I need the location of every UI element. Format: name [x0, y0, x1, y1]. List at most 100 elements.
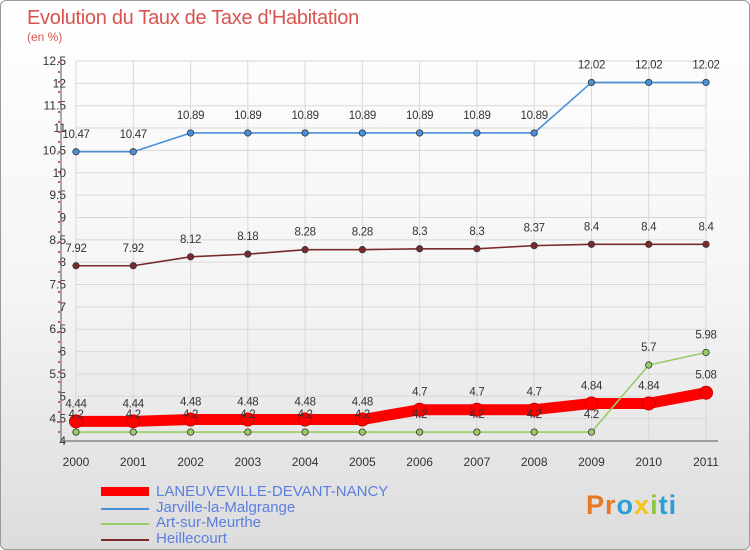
data-label: 4.7: [527, 387, 542, 399]
data-label: 4.48: [352, 397, 373, 409]
data-point: [469, 402, 484, 417]
series-line: [76, 387, 708, 427]
data-label: 10.47: [62, 129, 89, 141]
data-label: 10.89: [234, 110, 261, 122]
x-tick-label: 2008: [521, 455, 548, 469]
x-tick-label: 2007: [464, 455, 491, 469]
data-point: [244, 428, 252, 436]
data-label: 4.48: [294, 397, 315, 409]
legend-swatch-laneuveville: [101, 487, 149, 496]
data-label: 4.44: [123, 398, 145, 410]
series-line: [76, 351, 707, 433]
x-tick-label: 2010: [635, 455, 662, 469]
data-point: [301, 428, 309, 436]
data-point: [412, 402, 427, 417]
data-point: [530, 129, 538, 137]
data-label: 4.2: [469, 409, 484, 421]
data-label: 4.2: [412, 409, 427, 421]
data-label: 4.2: [126, 409, 141, 421]
y-tick-label: 10.5: [43, 143, 67, 157]
data-label: 7.92: [65, 243, 86, 255]
logo-letter: P: [586, 490, 606, 520]
data-label: 8.4: [584, 221, 600, 233]
data-point: [358, 246, 366, 254]
data-point: [645, 240, 653, 248]
data-point: [244, 250, 252, 258]
data-label: 12.02: [578, 59, 605, 71]
data-label: 10.47: [120, 129, 147, 141]
x-tick-label: 2006: [406, 455, 433, 469]
data-point: [416, 428, 424, 436]
data-point: [416, 245, 424, 253]
data-label: 4.2: [355, 409, 370, 421]
data-point: [645, 361, 653, 369]
data-point: [186, 428, 195, 436]
data-point: [416, 129, 424, 137]
data-label: 4.44: [65, 398, 87, 410]
data-point: [240, 412, 255, 427]
data-point: [129, 428, 137, 436]
data-label: 4.7: [412, 387, 427, 399]
data-label: 8.37: [524, 223, 545, 235]
data-point: [641, 396, 656, 411]
y-tick-label: 11.5: [44, 99, 67, 113]
data-label: 10.89: [291, 110, 318, 122]
legend-swatch-heillecourt: [101, 538, 149, 541]
x-tick-label: 2001: [120, 455, 147, 469]
logo-letter: r: [605, 490, 617, 520]
data-label: 5.98: [695, 329, 716, 341]
data-point: [473, 245, 481, 253]
data-label: 4.2: [298, 409, 313, 421]
data-label: 4.2: [183, 409, 198, 421]
data-label: 4.48: [237, 397, 258, 409]
data-label: 4.7: [469, 387, 484, 399]
data-label: 4.84: [581, 380, 603, 392]
y-tick-label: 12: [53, 76, 67, 90]
data-point: [72, 148, 80, 156]
data-label: 4.48: [180, 397, 201, 409]
data-label: 5.08: [695, 370, 716, 382]
y-tick-label: 8: [59, 255, 66, 269]
y-tick-label: 6: [59, 345, 66, 359]
logo-letter: o: [616, 490, 635, 520]
data-point: [587, 240, 596, 248]
y-tick-label: 5: [59, 389, 66, 403]
data-label: 4.2: [527, 409, 542, 421]
data-point: [527, 402, 542, 417]
data-point: [186, 129, 195, 137]
data-label: 10.89: [463, 110, 490, 122]
data-point: [530, 428, 538, 436]
data-label: 10.89: [521, 110, 548, 122]
data-label: 10.89: [349, 110, 376, 122]
data-point: [587, 78, 596, 87]
data-point: [244, 129, 252, 137]
legend-label-laneuveville: LANEUVEVILLE-DEVANT-NANCY: [156, 483, 389, 500]
data-point: [298, 412, 313, 427]
x-tick-label: 2009: [578, 455, 605, 469]
data-point: [584, 396, 599, 411]
y-tick-label: 7: [59, 300, 66, 314]
logo-letter: t: [658, 490, 669, 520]
y-tick-label: 7.5: [49, 278, 66, 292]
data-label: 8.28: [352, 227, 373, 239]
x-tick-label: 2000: [63, 455, 90, 469]
data-label: 10.89: [177, 110, 204, 122]
y-tick-label: 6.5: [49, 322, 66, 336]
series-line: [76, 81, 706, 153]
data-label: 8.18: [237, 231, 258, 243]
y-tick-label: 5.5: [49, 367, 66, 381]
data-label: 4.2: [240, 409, 255, 421]
y-tick-label: 8.5: [49, 233, 66, 247]
chart-title: Evolution du Taux de Taxe d'Habitation: [27, 7, 359, 29]
legend-swatch-art-sur-meurthe: [101, 523, 149, 525]
y-tick-label: 12.5: [43, 54, 67, 68]
data-point: [473, 428, 481, 436]
data-label: 10.89: [406, 110, 433, 122]
data-point: [69, 414, 83, 429]
logo-letter: x: [634, 490, 651, 520]
data-point: [183, 412, 198, 427]
data-point: [72, 428, 80, 436]
data-point: [301, 246, 309, 254]
